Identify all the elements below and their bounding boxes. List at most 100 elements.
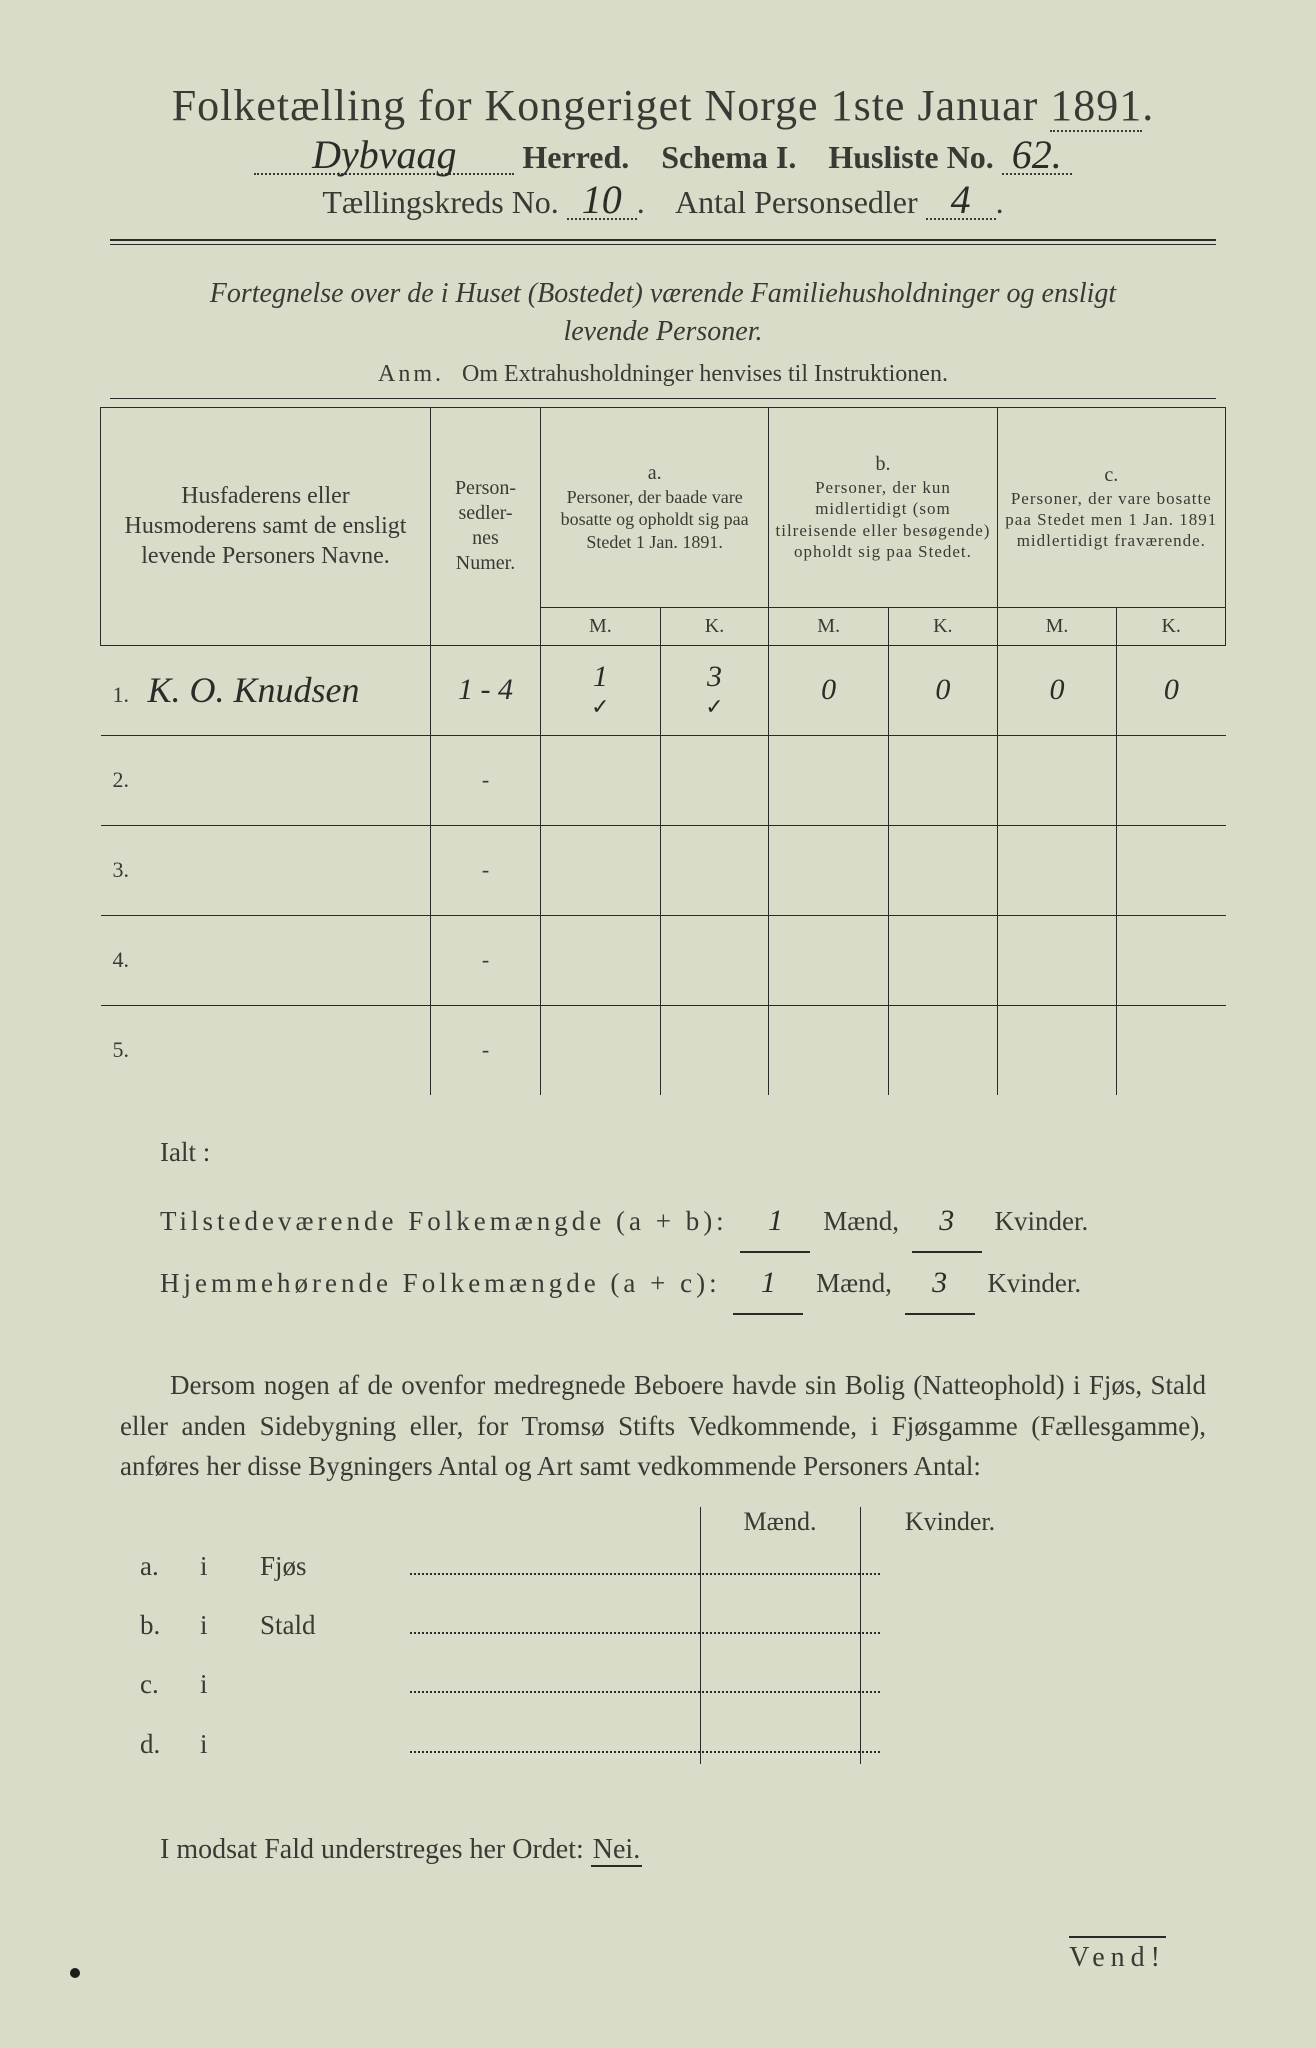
row-val-cell [889,825,998,915]
col-a-header: a. Personer, der baade vare bosatte og o… [541,407,769,607]
row-val-cell [1117,915,1226,1005]
col-b-header: b. Personer, der kun midlertidigt (som t… [769,407,997,607]
col-c-header: c. Personer, der vare bosatte paa Stedet… [997,407,1225,607]
table-row: 3. - [101,825,1226,915]
ialt-label: Ialt : [160,1125,1216,1179]
row-val-cell [769,1005,889,1095]
header-line-2: Tællingskreds No. 10. Antal Personsedler… [100,182,1226,221]
maend-label-2: Mænd, [816,1268,892,1298]
bldg-head-k: Kvinder. [880,1507,1020,1537]
row-val-cell: 3✓ [660,645,769,735]
table-row: 1. K. O. Knudsen1 - 41✓3✓0000 [101,645,1226,735]
vend-label: Vend! [1069,1936,1166,1974]
divider-thin [110,398,1216,399]
bldg-head-m: Mænd. [710,1507,850,1537]
totals-line2-k: 3 [905,1253,975,1315]
divider [110,239,1216,245]
col-a-label: a. [547,461,762,486]
row-val-cell: 1✓ [541,645,661,735]
bldg-mk-header: Mænd. Kvinder. [710,1507,1206,1537]
bldg-dots [410,1615,880,1634]
row-val-cell [541,1005,661,1095]
herred-label: Herred. [522,139,629,175]
row-val-cell [889,735,998,825]
col-c-label: c. [1004,463,1219,488]
bldg-row: d.i [140,1715,1206,1774]
totals-line2-m: 1 [733,1253,803,1315]
row-number: 2. [113,767,139,793]
title-suffix: . [1142,81,1154,130]
intro-text: Fortegnelse over de i Huset (Bostedet) v… [130,275,1196,351]
bldg-letter: d. [140,1715,200,1774]
bldg-i: i [200,1596,260,1655]
row-name-cell: 2. [101,735,431,825]
antal-value: 4 [926,182,996,220]
herred-value: Dybvaag [254,137,514,175]
closing-text: I modsat Fald understreges her Ordet: [160,1834,591,1865]
row-num-cell: - [431,735,541,825]
row-name: K. O. Knudsen [139,670,360,710]
col-c-k: K. [1117,607,1226,645]
totals-block: Ialt : Tilstedeværende Folkemængde (a + … [160,1125,1216,1315]
bldg-letter: a. [140,1537,200,1596]
row-num-cell: - [431,1005,541,1095]
row-val-cell: 0 [889,645,998,735]
bldg-i: i [200,1537,260,1596]
bldg-dots [410,1734,880,1753]
bldg-row: b.iStald [140,1596,1206,1655]
row-val-cell [1117,735,1226,825]
husliste-value: 62. [1002,137,1072,175]
row-val-cell [660,735,769,825]
page-title: Folketælling for Kongeriget Norge 1ste J… [100,80,1226,131]
row-name-cell: 5. [101,1005,431,1095]
header-line-1: Dybvaag Herred. Schema I. Husliste No. 6… [100,137,1226,176]
husliste-label: Husliste No. [828,139,993,175]
row-num-cell: 1 - 4 [431,645,541,735]
row-name-cell: 3. [101,825,431,915]
vline-1 [700,1507,701,1765]
bldg-dots [410,1556,880,1575]
bldg-name: Stald [260,1596,410,1655]
col-c-text: Personer, der vare bosatte paa Stedet me… [1004,488,1219,552]
title-text: Folketælling for Kongeriget Norge 1ste J… [172,81,1051,130]
row-val-cell [889,1005,998,1095]
row-num-cell: - [431,915,541,1005]
antal-label: Antal Personsedler [675,184,918,220]
kreds-value: 10 [567,182,637,220]
bldg-letter: c. [140,1655,200,1714]
col-num-header: Person- sedler- nes Numer. [431,407,541,645]
bldg-i: i [200,1715,260,1774]
bldg-name: Fjøs [260,1537,410,1596]
table-row: 5. - [101,1005,1226,1095]
row-val-cell [769,825,889,915]
totals-line1-label: Tilstedeværende Folkemængde (a + b): [160,1206,728,1236]
row-val-cell: 0 [1117,645,1226,735]
row-val-cell [1117,1005,1226,1095]
col-c-m: M. [997,607,1117,645]
row-val-cell [660,915,769,1005]
row-num-cell: - [431,825,541,915]
row-val-cell [997,915,1117,1005]
hole-mark [70,1968,80,1978]
anm-prefix: Anm. [378,361,444,387]
totals-line1-m: 1 [740,1191,810,1253]
col-a-k: K. [660,607,769,645]
row-number: 3. [113,857,139,883]
row-val-cell [660,1005,769,1095]
anm-text: Om Extrahusholdninger henvises til Instr… [462,361,948,387]
col-b-k: K. [889,607,998,645]
census-table: Husfaderens eller Husmoderens samt de en… [100,407,1226,1096]
bldg-row: c.i [140,1655,1206,1714]
col-b-text: Personer, der kun midlertidigt (som tilr… [775,477,990,562]
row-name-cell: 4. [101,915,431,1005]
building-paragraph: Dersom nogen af de ovenfor medregnede Be… [120,1365,1206,1487]
row-val-cell: 0 [997,645,1117,735]
row-val-cell [889,915,998,1005]
kvinder-label: Kvinder. [994,1206,1088,1236]
building-block: Mænd. Kvinder. a.iFjøsb.iStaldc.id.i [140,1507,1206,1775]
col-b-m: M. [769,607,889,645]
row-val-cell [769,735,889,825]
intro-line2: levende Personer. [563,316,762,347]
kvinder-label-2: Kvinder. [987,1268,1081,1298]
row-number: 5. [113,1037,139,1063]
